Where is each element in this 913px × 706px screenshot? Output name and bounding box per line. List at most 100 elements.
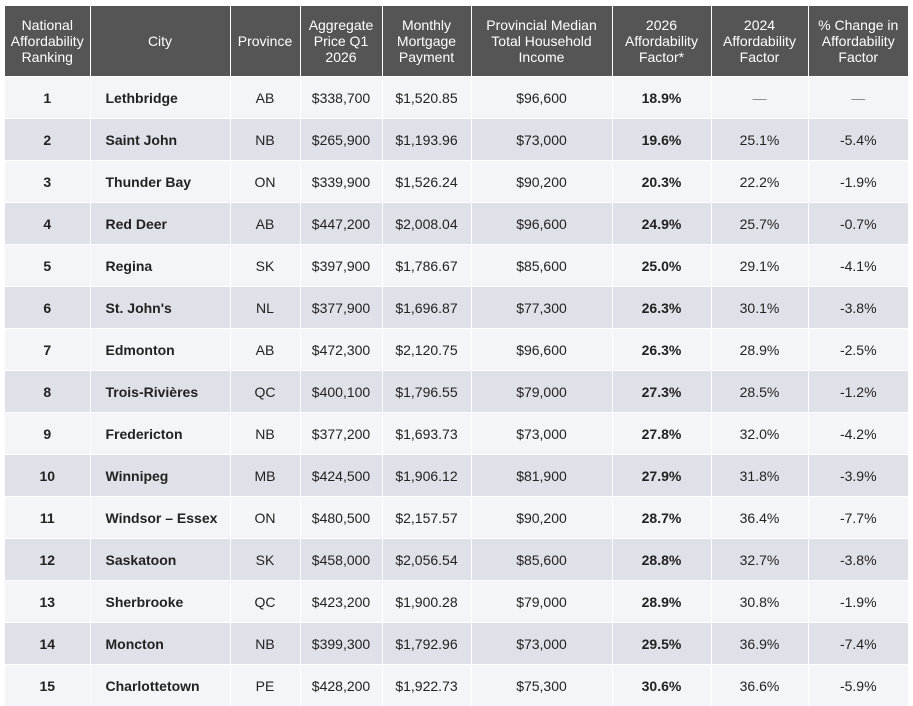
cell-income: $96,600	[471, 329, 612, 371]
cell-price: $458,000	[300, 539, 382, 581]
cell-factor2026: 30.6%	[612, 665, 711, 706]
cell-province: NL	[230, 287, 300, 329]
header-change: % Change in Affordability Factor	[808, 6, 908, 77]
cell-price: $428,200	[300, 665, 382, 706]
cell-income: $81,900	[471, 455, 612, 497]
cell-factor2026: 29.5%	[612, 623, 711, 665]
cell-factor2024: 30.8%	[711, 581, 808, 623]
cell-city: Windsor – Essex	[90, 497, 230, 539]
cell-change: -3.8%	[808, 287, 908, 329]
cell-rank: 2	[5, 119, 90, 161]
cell-factor2026: 26.3%	[612, 287, 711, 329]
cell-factor2026: 27.3%	[612, 371, 711, 413]
cell-city: Moncton	[90, 623, 230, 665]
cell-factor2024: 32.0%	[711, 413, 808, 455]
cell-change: -5.4%	[808, 119, 908, 161]
cell-change: -3.9%	[808, 455, 908, 497]
cell-mortgage: $1,792.96	[382, 623, 471, 665]
cell-change: -7.4%	[808, 623, 908, 665]
cell-price: $339,900	[300, 161, 382, 203]
cell-province: ON	[230, 161, 300, 203]
cell-factor2026: 25.0%	[612, 245, 711, 287]
cell-price: $397,900	[300, 245, 382, 287]
cell-rank: 10	[5, 455, 90, 497]
header-income: Provincial Median Total Household Income	[471, 6, 612, 77]
cell-mortgage: $1,786.67	[382, 245, 471, 287]
cell-mortgage: $1,696.87	[382, 287, 471, 329]
cell-city: Regina	[90, 245, 230, 287]
cell-income: $77,300	[471, 287, 612, 329]
cell-city: Winnipeg	[90, 455, 230, 497]
cell-mortgage: $1,193.96	[382, 119, 471, 161]
cell-factor2024: 36.9%	[711, 623, 808, 665]
cell-factor2024: 28.5%	[711, 371, 808, 413]
cell-mortgage: $1,693.73	[382, 413, 471, 455]
cell-change: -0.7%	[808, 203, 908, 245]
cell-income: $73,000	[471, 119, 612, 161]
cell-rank: 14	[5, 623, 90, 665]
cell-province: NB	[230, 119, 300, 161]
cell-income: $90,200	[471, 497, 612, 539]
table-header: National Affordability Ranking City Prov…	[5, 6, 908, 77]
cell-income: $85,600	[471, 245, 612, 287]
cell-province: NB	[230, 413, 300, 455]
cell-income: $85,600	[471, 539, 612, 581]
cell-rank: 5	[5, 245, 90, 287]
cell-rank: 11	[5, 497, 90, 539]
cell-factor2024: 32.7%	[711, 539, 808, 581]
cell-province: MB	[230, 455, 300, 497]
cell-rank: 7	[5, 329, 90, 371]
cell-city: Edmonton	[90, 329, 230, 371]
cell-income: $75,300	[471, 665, 612, 706]
cell-city: Saskatoon	[90, 539, 230, 581]
cell-city: Sherbrooke	[90, 581, 230, 623]
affordability-table: National Affordability Ranking City Prov…	[5, 6, 908, 706]
header-factor-2024: 2024 Affordability Factor	[711, 6, 808, 77]
cell-factor2024: 29.1%	[711, 245, 808, 287]
cell-income: $90,200	[471, 161, 612, 203]
cell-mortgage: $2,008.04	[382, 203, 471, 245]
cell-mortgage: $1,520.85	[382, 77, 471, 119]
cell-factor2024: 30.1%	[711, 287, 808, 329]
cell-factor2026: 24.9%	[612, 203, 711, 245]
cell-mortgage: $1,796.55	[382, 371, 471, 413]
cell-factor2024: 36.6%	[711, 665, 808, 706]
cell-change: -4.2%	[808, 413, 908, 455]
cell-change: -1.9%	[808, 161, 908, 203]
cell-factor2026: 28.9%	[612, 581, 711, 623]
header-city: City	[90, 6, 230, 77]
cell-price: $400,100	[300, 371, 382, 413]
cell-province: NB	[230, 623, 300, 665]
cell-province: AB	[230, 77, 300, 119]
cell-change: —	[808, 77, 908, 119]
header-mortgage: Monthly Mortgage Payment	[382, 6, 471, 77]
cell-price: $265,900	[300, 119, 382, 161]
cell-change: -3.8%	[808, 539, 908, 581]
cell-mortgage: $1,906.12	[382, 455, 471, 497]
cell-change: -4.1%	[808, 245, 908, 287]
cell-city: Red Deer	[90, 203, 230, 245]
cell-factor2026: 27.9%	[612, 455, 711, 497]
cell-city: Fredericton	[90, 413, 230, 455]
cell-income: $73,000	[471, 623, 612, 665]
cell-province: AB	[230, 203, 300, 245]
cell-rank: 8	[5, 371, 90, 413]
cell-factor2026: 27.8%	[612, 413, 711, 455]
cell-factor2026: 20.3%	[612, 161, 711, 203]
cell-rank: 13	[5, 581, 90, 623]
cell-factor2026: 19.6%	[612, 119, 711, 161]
cell-income: $73,000	[471, 413, 612, 455]
cell-price: $377,900	[300, 287, 382, 329]
header-price: Aggregate Price Q1 2026	[300, 6, 382, 77]
